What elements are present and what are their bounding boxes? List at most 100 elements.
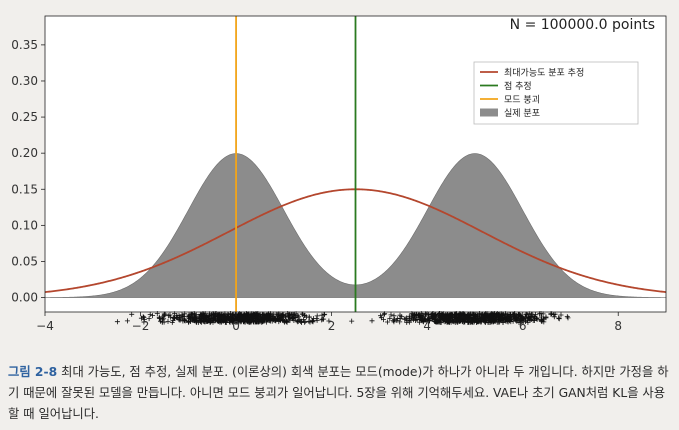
sample-point-1-646 (538, 318, 544, 324)
sample-point-0-625 (206, 317, 212, 323)
y-axis: 0.00 0.05 0.10 0.15 0.20 0.25 0.30 0.35 (11, 38, 45, 305)
sample-point-1-39 (381, 317, 386, 323)
sample-point-0-304 (141, 317, 147, 323)
sample-point-0-602 (156, 314, 162, 320)
sample-point-0-413 (293, 315, 298, 321)
sample-point-1-460 (556, 315, 562, 321)
sample-point-1-607 (475, 319, 481, 325)
annotation-n-points: N = 100000.0 points (510, 17, 655, 33)
legend-swatch-3 (480, 108, 498, 117)
sample-point-0-302 (185, 319, 191, 325)
sample-point-1-194 (387, 316, 393, 322)
sample-point-0-322 (165, 318, 171, 324)
sample-point-0-617 (240, 314, 246, 320)
legend-label-0: 최대가능도 분포 추정 (504, 68, 584, 79)
x-tick-label-3: 2 (328, 319, 336, 333)
sample-point-0-125 (307, 319, 313, 325)
sample-point-0-363 (147, 311, 153, 317)
sample-point-1-529 (551, 314, 557, 320)
sample-point-1-641 (455, 317, 461, 323)
sample-point-1-602 (463, 313, 469, 319)
sample-point-0-646 (265, 317, 271, 323)
sample-point-1-581 (419, 318, 425, 324)
sample-point-0-629 (289, 312, 295, 318)
sample-point-1-277 (390, 317, 396, 323)
sample-point-1-548 (420, 317, 426, 323)
sample-point-1-579 (458, 311, 464, 317)
sample-point-1-486 (453, 312, 459, 318)
sample-point-0-421 (158, 318, 163, 324)
sample-point-1-584 (479, 315, 485, 321)
sample-point-0-500 (302, 319, 308, 325)
sample-point-0-131 (322, 311, 328, 317)
sample-point-1-246 (556, 316, 562, 322)
sample-point-1-645 (409, 315, 415, 321)
sample-point-1-567 (520, 319, 526, 325)
y-tick-label-2: 0.10 (11, 218, 38, 232)
vertical-lines (235, 16, 357, 312)
legend-label-1: 점 추정 (504, 80, 532, 92)
caption-label: 그림 2-8 (8, 365, 58, 379)
x-tick-label-4: 4 (423, 319, 431, 333)
sample-point-1-492 (438, 319, 444, 325)
sample-point-1-569 (482, 316, 488, 322)
sample-point-1-635 (440, 314, 446, 320)
sample-point-0-429 (248, 318, 254, 324)
sample-point-1-488 (525, 319, 531, 325)
sample-point-0-622 (237, 311, 243, 317)
sample-point-0-581 (276, 319, 282, 325)
sample-point-0-589 (192, 312, 198, 318)
sample-point-0-623 (233, 319, 239, 325)
y-tick-label-3: 0.15 (11, 182, 38, 196)
sample-point-1-554 (424, 317, 430, 323)
sample-point-0-507 (294, 318, 300, 324)
sample-point-1-528 (445, 312, 450, 318)
x-tick-label-2: 0 (232, 319, 240, 333)
sample-point-1-535 (402, 316, 408, 322)
sample-point-0-627 (237, 317, 243, 323)
x-axis: −4 −2 0 2 4 6 8 (36, 312, 622, 333)
sample-point-0-628 (230, 311, 236, 317)
sample-point-1-624 (500, 317, 505, 323)
sample-point-1-551 (432, 313, 438, 319)
sample-point-1-12 (564, 314, 570, 320)
sample-point-1-617 (417, 312, 423, 318)
sample-point-1-608 (496, 312, 501, 318)
sample-point-1-374 (558, 312, 564, 318)
chart: −4 −2 0 2 4 6 8 0.000.050.100.150.200.250.300.… (11, 15, 667, 333)
sample-point-0-636 (257, 314, 263, 320)
y-tick-label-1: 0.05 (11, 254, 38, 268)
sample-point-1-620 (423, 312, 429, 317)
y-tick-label-5: 0.25 (11, 110, 38, 124)
sample-point-0-469 (299, 311, 305, 317)
sample-point-0-441 (150, 313, 156, 319)
sample-point-1-632 (530, 318, 536, 323)
sample-point-0-522 (292, 314, 298, 320)
sample-point-1-605 (514, 317, 520, 323)
sample-point-1-612 (526, 316, 532, 322)
sample-point-1-644 (427, 315, 433, 321)
sample-point-1-413 (412, 314, 418, 320)
sample-point-0-417 (172, 315, 178, 321)
sample-point-1-609 (478, 316, 484, 322)
sample-point-0-643 (247, 317, 253, 323)
sample-point-0-584 (167, 314, 173, 320)
sample-points (114, 311, 571, 325)
sample-point-0-601 (252, 315, 258, 321)
sample-point-1-399 (391, 313, 397, 319)
sample-point-1-478 (432, 318, 438, 324)
sample-point-0-488 (176, 317, 182, 322)
sample-point-1-16 (388, 312, 394, 318)
sample-point-1-431 (524, 312, 530, 317)
sample-point-1-603 (486, 320, 492, 325)
sample-point-0-574 (321, 312, 327, 318)
sample-point-0-228 (124, 318, 130, 324)
sample-point-1-359 (508, 314, 514, 320)
sample-point-0-389 (141, 315, 147, 320)
sample-point-1-639 (450, 319, 456, 325)
sample-point-0-640 (224, 315, 230, 321)
sample-point-0-630 (202, 319, 208, 325)
sample-point-0-614 (257, 319, 263, 325)
sample-point-0-642 (220, 314, 226, 320)
x-tick-label-0: −4 (36, 319, 54, 333)
